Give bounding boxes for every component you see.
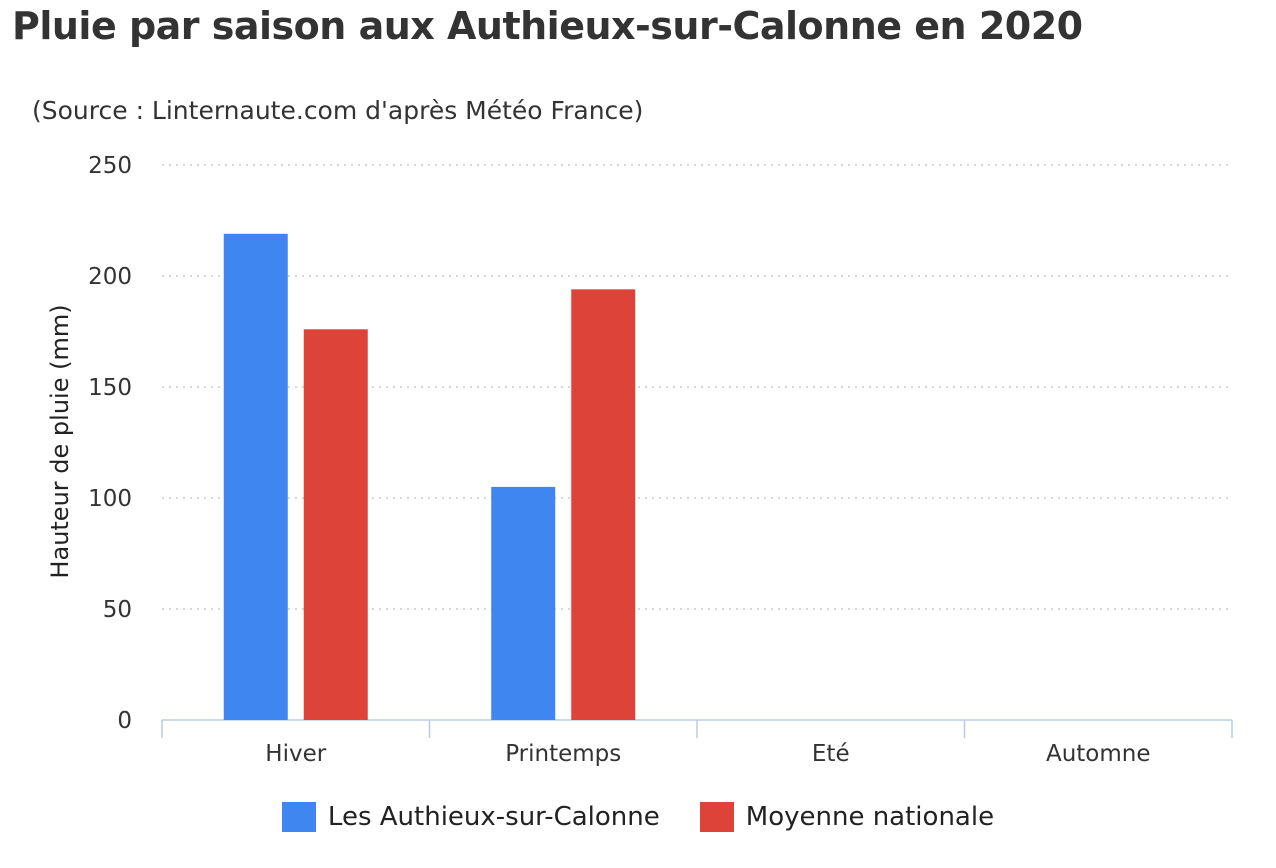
y-axis-title: Hauteur de pluie (mm) (46, 304, 74, 578)
bar-series-2-hiver (303, 329, 368, 720)
y-tick-label-50: 50 (103, 597, 132, 623)
legend-item-series-2[interactable]: Moyenne nationale (699, 802, 995, 832)
y-tick-label-0: 0 (117, 708, 132, 734)
x-tick-label-automne: Automne (1046, 741, 1151, 767)
y-tick-label-250: 250 (88, 153, 132, 179)
bar-series-1-printemps (491, 486, 556, 720)
y-tick-label-150: 150 (88, 375, 132, 401)
x-tick-label-printemps: Printemps (505, 741, 621, 767)
bar-series-2-printemps (571, 289, 636, 720)
x-tick-label-eté: Eté (812, 741, 850, 767)
legend-item-series-1[interactable]: Les Authieux-sur-Calonne (281, 802, 660, 832)
legend-swatch-series-1 (281, 802, 316, 832)
y-tick-label-100: 100 (88, 486, 132, 512)
legend-label-series-1: Les Authieux-sur-Calonne (327, 802, 660, 832)
bar-series-1-hiver (223, 233, 288, 720)
legend-label-series-2: Moyenne nationale (745, 802, 995, 832)
legend: Les Authieux-sur-Calonne Moyenne nationa… (0, 802, 1276, 832)
chart-title: Pluie par saison aux Authieux-sur-Calonn… (12, 4, 1083, 48)
legend-swatch-series-2 (699, 802, 734, 832)
y-tick-label-200: 200 (88, 264, 132, 290)
x-tick-label-hiver: Hiver (265, 741, 326, 767)
chart-subtitle: (Source : Linternaute.com d'après Météo … (32, 96, 644, 125)
